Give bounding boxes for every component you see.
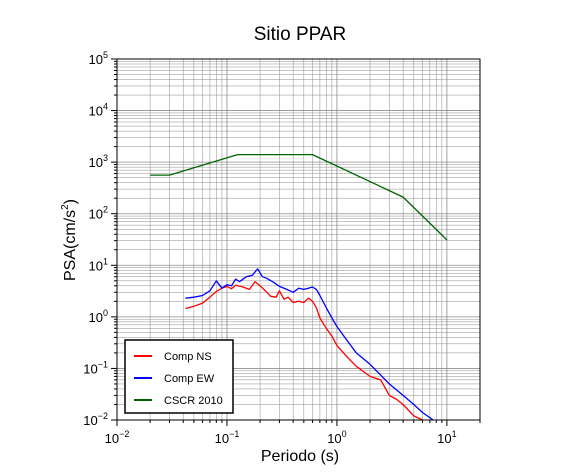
grid-layer xyxy=(116,58,481,421)
y-tick-label-exp: 2 xyxy=(103,205,108,215)
y-tick-label-exp: −2 xyxy=(98,411,108,421)
y-tick-label-exp: 5 xyxy=(103,50,108,60)
y-tick-label: 101 xyxy=(89,256,108,273)
legend-label-cscr-2010: CSCR 2010 xyxy=(164,395,223,407)
x-tick-label: 100 xyxy=(327,429,346,446)
y-tick-label: 10−2 xyxy=(83,411,108,428)
y-tick-label-exp: 1 xyxy=(103,256,108,266)
x-tick-label-base: 10 xyxy=(105,431,119,446)
x-tick-label: 10−2 xyxy=(105,429,130,446)
series-line-comp-ns xyxy=(185,281,425,420)
y-tick-label-base: 10 xyxy=(89,52,103,67)
y-axis-label-close: ) xyxy=(62,199,79,204)
y-tick-label-base: 10 xyxy=(83,361,97,376)
x-tick-label-exp: 1 xyxy=(452,429,457,439)
series-layer xyxy=(150,153,448,420)
legend-label-comp-ns: Comp NS xyxy=(164,351,212,363)
legend-label-comp-ew: Comp EW xyxy=(164,373,215,385)
x-tick-label-base: 10 xyxy=(327,431,341,446)
y-tick-label: 105 xyxy=(89,50,108,67)
y-tick-label-base: 10 xyxy=(89,258,103,273)
y-tick-label-base: 10 xyxy=(89,310,103,325)
series-line-cscr-2010 xyxy=(150,153,448,241)
x-tick-label-exp: −2 xyxy=(119,429,129,439)
y-tick-label: 103 xyxy=(89,153,108,170)
y-tick-label: 100 xyxy=(89,308,108,325)
y-tick-label-base: 10 xyxy=(89,207,103,222)
x-tick-label-exp: −1 xyxy=(229,429,239,439)
y-tick-label-exp: −1 xyxy=(98,359,108,369)
series-line-comp-ew xyxy=(185,268,434,420)
y-tick-label-exp: 3 xyxy=(103,153,108,163)
x-axis-label: Periodo (s) xyxy=(261,448,339,465)
x-tick-label: 10−1 xyxy=(215,429,240,446)
y-axis-label-base: PSA(cm/s xyxy=(62,210,79,281)
y-tick-label-base: 10 xyxy=(83,413,97,428)
y-tick-label-exp: 0 xyxy=(103,308,108,318)
chart-title: Sitio PPAR xyxy=(254,24,347,45)
y-axis-label-sup: 2 xyxy=(60,204,71,210)
x-tick-label-base: 10 xyxy=(215,431,229,446)
legend: Comp NS Comp EW CSCR 2010 xyxy=(124,339,234,414)
y-tick-label-base: 10 xyxy=(89,104,103,119)
y-tick-label-base: 10 xyxy=(89,155,103,170)
y-tick-label: 10−1 xyxy=(83,359,108,376)
y-tick-label: 102 xyxy=(89,205,108,222)
x-tick-label-base: 10 xyxy=(437,431,451,446)
y-tick-label-exp: 4 xyxy=(103,102,108,112)
y-tick-label: 104 xyxy=(89,102,108,119)
x-tick-label-exp: 0 xyxy=(342,429,347,439)
x-tick-label: 101 xyxy=(437,429,456,446)
plot-frame xyxy=(116,58,481,421)
y-axis-label: PSA(cm/s2) xyxy=(60,199,79,281)
